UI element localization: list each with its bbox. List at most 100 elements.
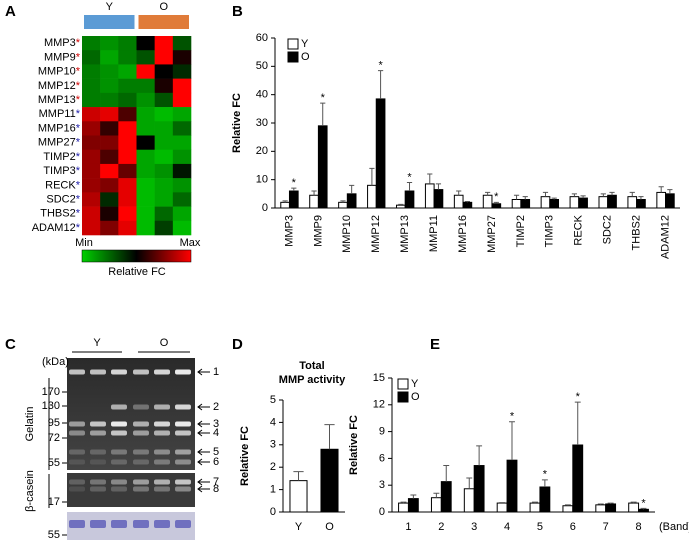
gel-band — [133, 404, 149, 410]
heat-cell — [154, 135, 174, 151]
significance-marker: * — [76, 65, 81, 77]
marker-label: 55 — [48, 457, 60, 469]
bar — [511, 199, 522, 209]
gel-band — [90, 486, 106, 492]
heat-cell — [100, 192, 119, 207]
heat-cell — [172, 92, 192, 108]
row-label: RECK* — [45, 179, 81, 191]
error-bar — [324, 424, 335, 450]
x-tick-label: ADAM12 — [659, 215, 671, 259]
bar — [462, 201, 473, 209]
y-tick-label: 9 — [379, 426, 385, 438]
legend-label: Y — [301, 38, 309, 50]
bar — [665, 193, 675, 209]
row-label: MMP16* — [38, 122, 81, 134]
heat-cell — [136, 163, 155, 179]
heat-cell — [118, 135, 137, 151]
bar — [288, 190, 299, 209]
bar — [562, 505, 574, 513]
heat-cell — [82, 178, 101, 193]
error-bar — [340, 200, 346, 203]
heat-cell — [136, 64, 155, 79]
group-label: O — [160, 337, 169, 349]
error-bar — [433, 492, 440, 498]
legend-label: O — [411, 391, 420, 403]
panel-letter: B — [232, 3, 243, 20]
gel-band — [154, 486, 170, 492]
heat-cell — [172, 163, 192, 179]
heat-cell — [172, 135, 192, 151]
bar — [367, 184, 377, 209]
legend-swatch — [397, 378, 409, 390]
gene-name: RECK — [45, 179, 76, 191]
error-bar — [574, 401, 581, 445]
error-bar — [377, 70, 384, 99]
error-bar — [400, 501, 407, 504]
colorbar-max: Max — [180, 237, 201, 249]
y-tick-label: 1 — [270, 484, 276, 496]
section-label: Gelatin — [24, 407, 36, 442]
heat-cell — [172, 64, 192, 79]
error-bar — [638, 196, 644, 200]
row-label: MMP27* — [38, 137, 81, 149]
heat-cell — [118, 149, 137, 165]
row-label: MMP12* — [38, 80, 81, 92]
bar — [496, 502, 508, 513]
significance-marker: * — [576, 391, 581, 403]
heat-cell — [118, 92, 137, 108]
bar — [520, 199, 531, 209]
gel-band — [154, 479, 170, 485]
x-tick-label: Y — [295, 521, 303, 533]
gene-name: MMP9 — [44, 51, 76, 63]
error-bar — [597, 503, 604, 505]
heat-cell — [100, 206, 119, 222]
row-label: THBS2* — [40, 208, 80, 220]
y-tick-label: 4 — [270, 416, 276, 428]
band-arrow — [197, 485, 210, 493]
loading-band — [69, 520, 85, 528]
bar — [607, 194, 617, 209]
gel-band — [111, 449, 127, 455]
heat-cell — [136, 206, 155, 222]
group-label: Y — [93, 337, 101, 349]
heat-cell — [118, 178, 137, 193]
marker-label: 130 — [42, 400, 60, 412]
x-tick-label: MMP9 — [312, 215, 324, 247]
error-bar — [398, 203, 404, 206]
bar — [440, 481, 452, 513]
gel-band — [175, 449, 191, 455]
x-tick-label: O — [325, 521, 334, 533]
significance-marker: * — [76, 193, 81, 205]
gene-name: MMP11 — [39, 108, 76, 120]
gel-band — [111, 369, 127, 375]
band-arrow — [197, 403, 210, 411]
band-arrow — [197, 368, 210, 376]
heat-cell — [118, 50, 137, 65]
gel-band — [175, 369, 191, 375]
section-label: β-casein — [24, 470, 36, 512]
heat-cell — [118, 121, 137, 136]
error-bar — [427, 173, 433, 184]
band-label: 1 — [213, 366, 219, 378]
significance-marker: * — [76, 179, 81, 191]
significance-marker: * — [76, 80, 81, 92]
heat-cell — [100, 121, 119, 136]
loading-band — [175, 520, 191, 528]
gel-band — [133, 486, 149, 492]
bar — [396, 204, 406, 209]
heat-cell — [100, 135, 119, 151]
heat-cell — [82, 64, 101, 79]
bar — [540, 196, 551, 209]
error-bar — [476, 445, 483, 466]
error-bar — [291, 187, 297, 191]
y-tick-label: 30 — [256, 117, 268, 129]
error-bar — [282, 200, 288, 203]
bar — [549, 199, 559, 209]
y-tick-label: 50 — [256, 60, 268, 72]
loading-band — [133, 520, 149, 528]
heat-cell — [82, 220, 101, 236]
y-tick-label: 5 — [270, 394, 276, 406]
y-tick-label: 40 — [256, 89, 268, 101]
bar — [346, 193, 357, 209]
